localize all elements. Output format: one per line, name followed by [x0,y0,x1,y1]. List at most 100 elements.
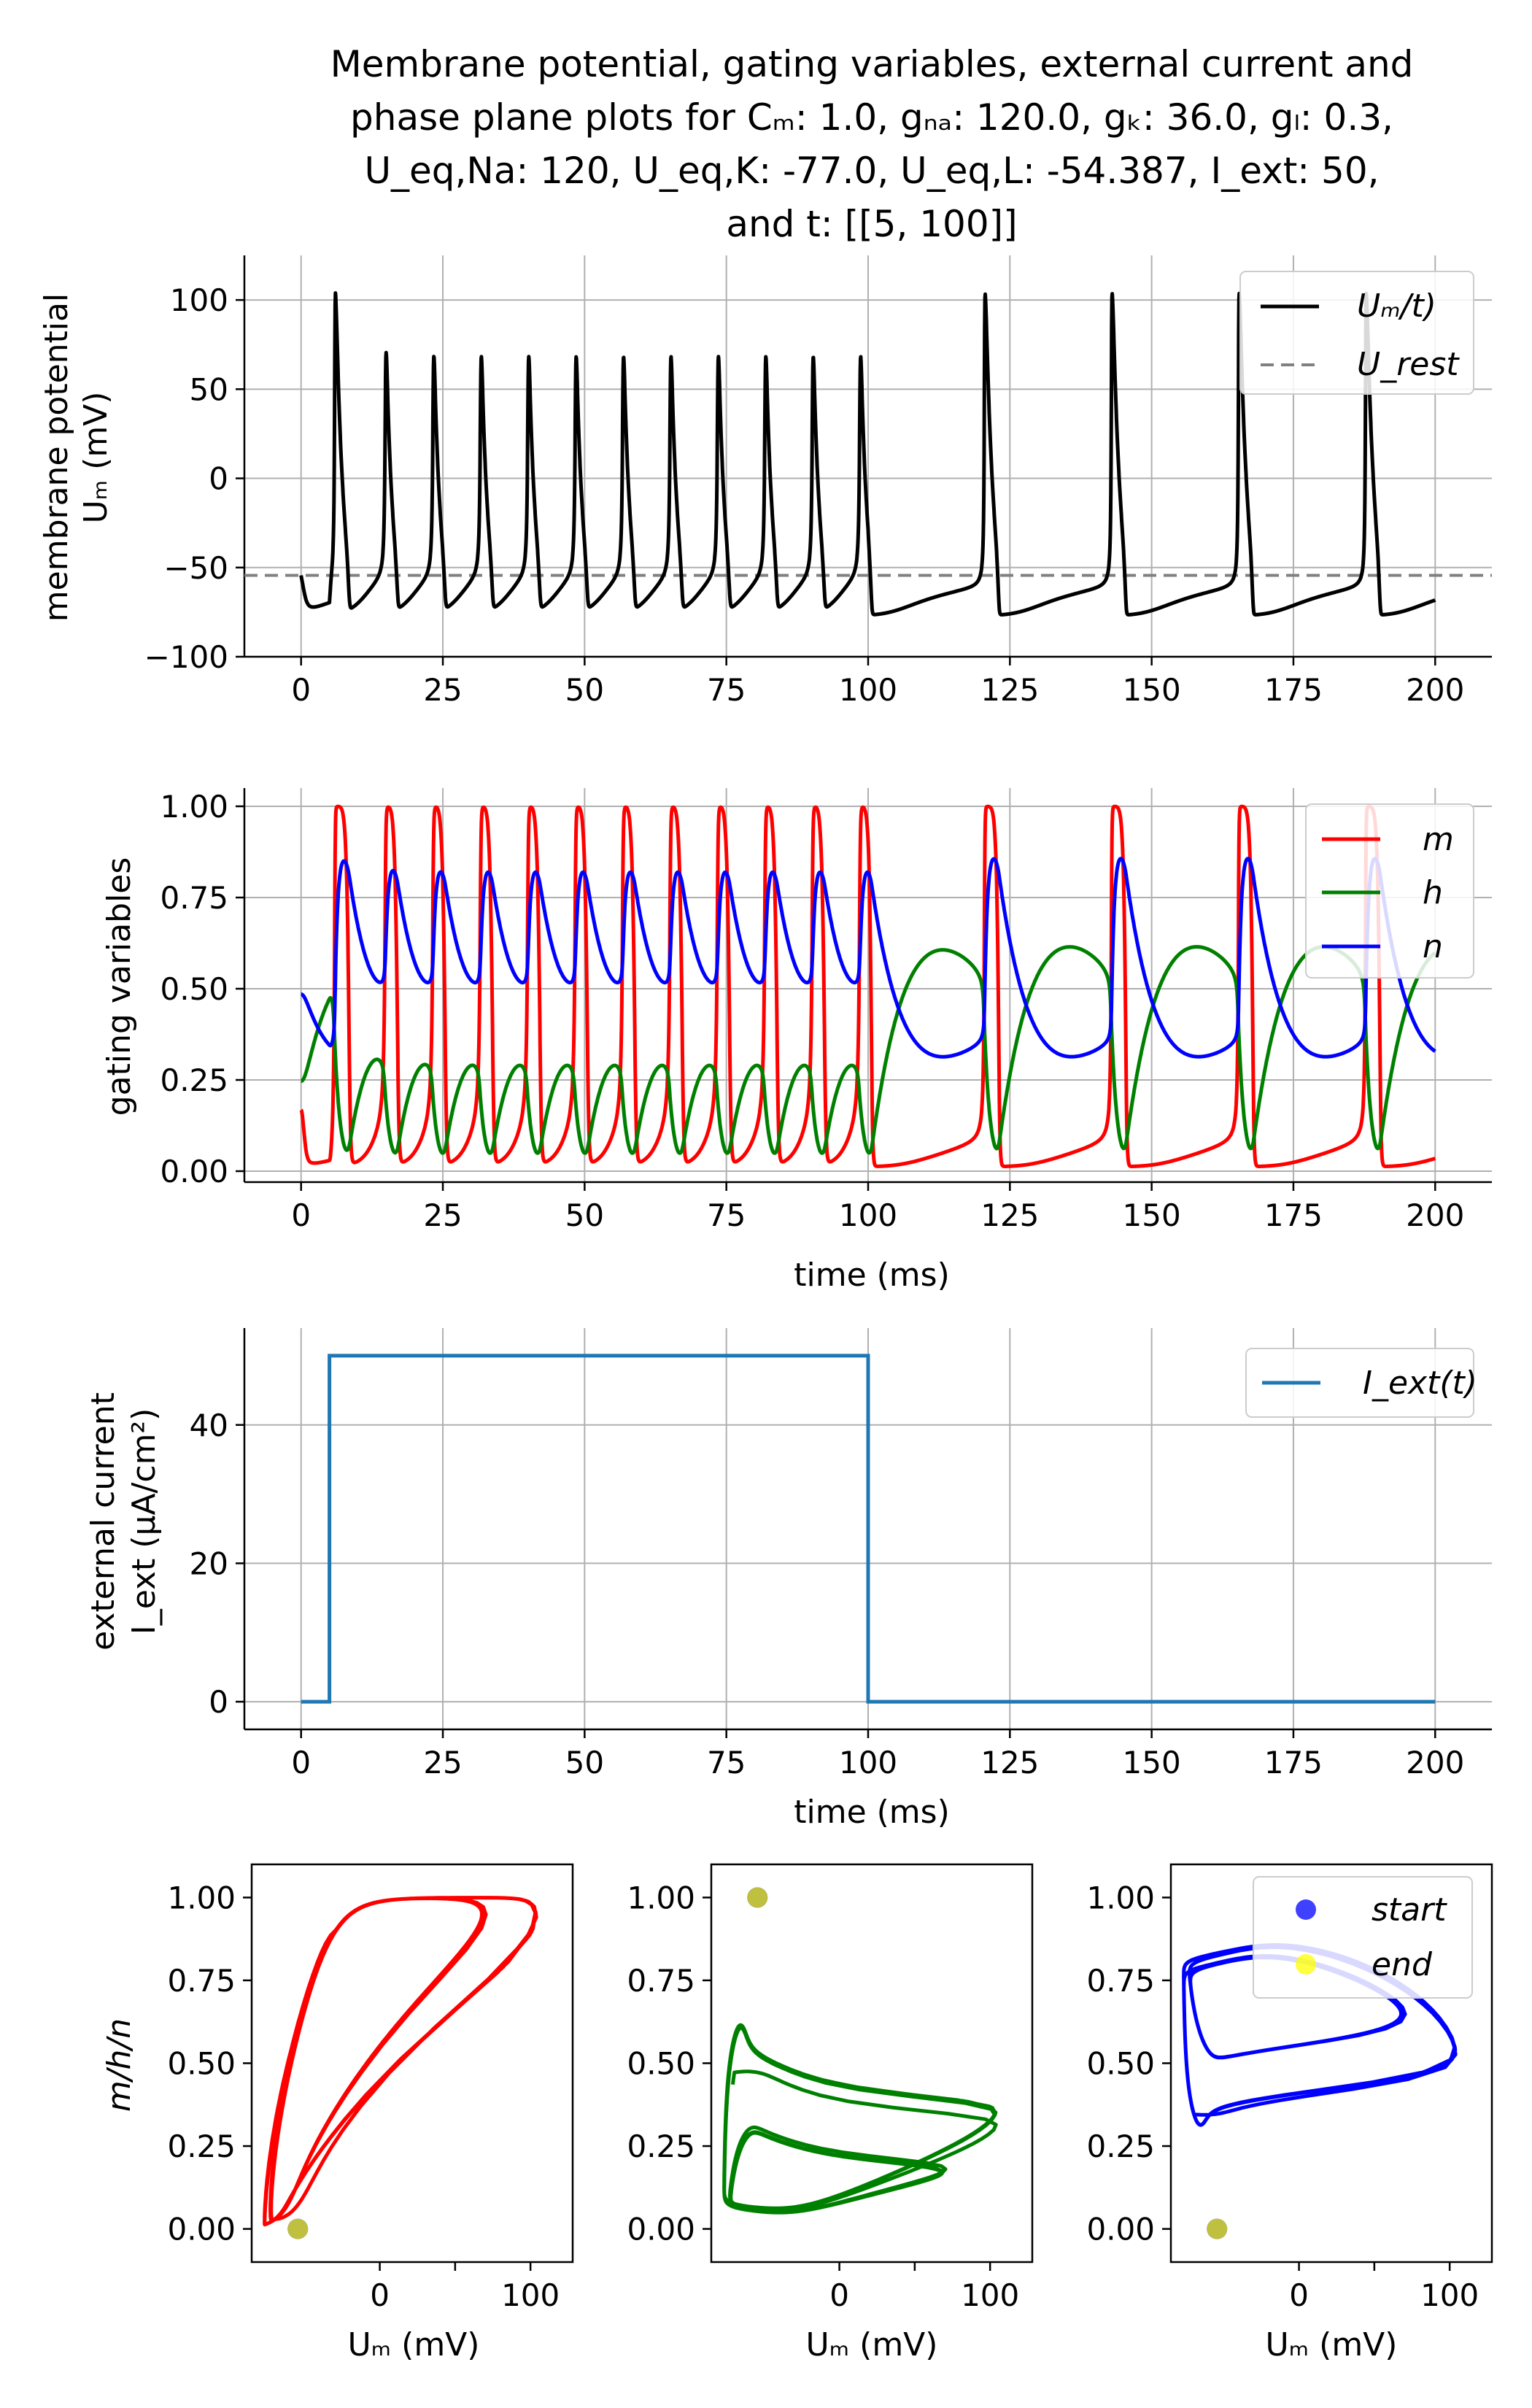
current-xtick-label-4: 100 [839,1745,897,1780]
gating-xtick-label-7: 175 [1264,1197,1323,1233]
gating-xtick-label-5: 125 [980,1197,1039,1233]
current-legend-label: I_ext(t) [1363,1365,1477,1402]
membrane-ytick-label-2: 0 [209,461,228,497]
current-ytick-label-0: 0 [209,1684,228,1720]
gating-xlabel: time (ms) [794,1257,950,1294]
gating-ylabel: gating variables [101,857,138,1116]
gating-xtick-label-0: 0 [291,1197,311,1233]
current-ticks: 0 25 50 75 100 125 150 175 200 0 20 40 [190,1408,1465,1780]
membrane-ytick-label-4: 100 [170,282,228,318]
phase-m-ytick-label-2: 0.50 [167,2046,236,2082]
phase-m-xlabel: Uₘ (mV) [348,2326,480,2363]
membrane-legend-label-trace: Uₘ/t) [1357,288,1436,325]
membrane-xtick-label-8: 200 [1406,672,1464,708]
phase-m-ytick-label-1: 0.25 [167,2129,236,2164]
phase-h-xtick-label-0: 0 [829,2277,849,2313]
figure-title: Membrane potential, gating variables, ex… [330,43,1414,245]
title-line-1: Membrane potential, gating variables, ex… [330,43,1414,85]
gating-variables-panel: 0 25 50 75 100 125 150 175 200 0.00 0.25 0.50 0.75 1.… [101,788,1492,1294]
external-current-trace [301,1354,1436,1704]
gating-xtick-label-2: 50 [565,1197,604,1233]
phase-h-trajectory [722,2023,998,2215]
membrane-ytick-label-0: −100 [144,639,228,675]
gating-xtick-label-3: 75 [707,1197,746,1233]
phase-n-xtick-label-0: 0 [1289,2277,1309,2313]
phase-m-xtick-label-0: 0 [370,2277,390,2313]
membrane-xtick-label-2: 50 [565,672,604,708]
phase-h-ytick-label-1: 0.25 [627,2129,695,2164]
title-line-4: and t: [[5, 100]] [726,203,1017,245]
current-xtick-label-3: 75 [707,1745,746,1780]
phase-m-ytick-label-4: 1.00 [167,1880,236,1915]
external-current-panel: 0 25 50 75 100 125 150 175 200 0 20 40 external cur… [85,1328,1492,1831]
gating-ytick-label-1: 0.25 [160,1062,228,1098]
current-legend: I_ext(t) [1245,1348,1477,1418]
gating-legend-label-n: n [1423,928,1443,965]
current-ytick-label-2: 40 [190,1408,228,1443]
phase-plane-n: 0 100 0.00 0.25 0.50 0.75 1.00 Uₘ (mV) [1086,1863,1493,2363]
current-xlabel: time (ms) [794,1794,950,1831]
phase-h-ytick-label-3: 0.75 [627,1963,695,1999]
membrane-xtick-label-5: 125 [980,672,1039,708]
phase-m-ytick-label-0: 0.00 [167,2212,236,2247]
phase-h-end-point [747,1887,768,1908]
phase-ylabel: m/h/n [101,2018,138,2112]
phase-n-ytick-label-2: 0.50 [1086,2046,1155,2082]
gating-ticks: 0 25 50 75 100 125 150 175 200 0.00 0.25 0.50 0.75 1.… [160,789,1464,1233]
gating-ytick-label-3: 0.75 [160,880,228,916]
phase-h-xlabel: Uₘ (mV) [806,2326,938,2363]
phase-h-ytick-label-0: 0.00 [627,2212,695,2247]
phase-m-xtick-label-2: 100 [501,2277,560,2313]
membrane-ytick-label-3: 50 [190,371,228,407]
membrane-xtick-label-6: 150 [1123,672,1181,708]
phase-legend-label-end: end [1372,1946,1433,1983]
phase-m-ytick-label-3: 0.75 [167,1963,236,1999]
gating-legend-label-m: m [1423,821,1454,858]
membrane-legend-label-rest: U_rest [1357,346,1460,383]
current-xtick-label-2: 50 [565,1745,604,1780]
current-ylabel-line1: external current [85,1392,122,1651]
gating-legend-label-h: h [1423,874,1443,911]
current-xtick-label-1: 25 [423,1745,462,1780]
current-xtick-label-5: 125 [980,1745,1039,1780]
current-ylabel-line2: I_ext (μA/cm²) [125,1408,163,1635]
phase-n-ticks: 0 100 0.00 0.25 0.50 0.75 1.00 [1086,1880,1479,2313]
gating-legend-box [1305,803,1474,979]
gating-grid [244,788,1492,1182]
phase-n-end-point [1207,2218,1228,2239]
membrane-ticks: 0 25 50 75 100 125 150 175 200 −100 −50 0 50 100 [144,282,1465,708]
current-xtick-label-8: 200 [1406,1745,1464,1780]
phase-m-ticks: 0 100 0.00 0.25 0.50 0.75 1.00 [167,1880,560,2313]
gating-ytick-label-4: 1.00 [160,789,228,825]
phase-n-xtick-label-2: 100 [1420,2277,1479,2313]
phase-legend-marker-start [1296,1899,1316,1920]
gating-xtick-label-4: 100 [839,1197,897,1233]
phase-h-ytick-label-2: 0.50 [627,2046,695,2082]
gating-n-trace [299,857,1437,1059]
phase-h-xtick-label-2: 100 [961,2277,1019,2313]
phase-plane-panels: 0 100 0.00 0.25 0.50 0.75 1.00 Uₘ (mV) 0 100 0.0… [101,1863,1493,2363]
phase-h-ytick-label-4: 1.00 [627,1880,695,1915]
phase-n-ytick-label-0: 0.00 [1086,2212,1155,2247]
gating-h-trace [299,945,1437,1155]
membrane-potential-trace [299,291,1437,617]
gating-legend: m h n [1305,803,1474,979]
phase-plane-h: 0 100 0.00 0.25 0.50 0.75 1.00 Uₘ (mV) [627,1863,1034,2363]
phase-n-ytick-label-1: 0.25 [1086,2129,1155,2164]
membrane-xtick-label-7: 175 [1264,672,1323,708]
membrane-xtick-label-0: 0 [291,672,311,708]
membrane-xtick-label-4: 100 [839,672,897,708]
phase-n-ytick-label-3: 0.75 [1086,1963,1155,1999]
membrane-ylabel-line1: membrane potential [38,293,75,622]
phase-legend: start end [1253,1876,1473,1999]
phase-h-ticks: 0 100 0.00 0.25 0.50 0.75 1.00 [627,1880,1019,2313]
current-xtick-label-0: 0 [291,1745,311,1780]
membrane-legend: Uₘ/t) U_rest [1239,271,1474,395]
gating-ytick-label-0: 0.00 [160,1154,228,1189]
phase-legend-label-start: start [1372,1891,1447,1929]
phase-m-trajectory [263,1896,538,2227]
gating-xtick-label-6: 150 [1123,1197,1181,1233]
phase-plane-m: 0 100 0.00 0.25 0.50 0.75 1.00 Uₘ (mV) [167,1863,574,2363]
membrane-xtick-label-1: 25 [423,672,462,708]
